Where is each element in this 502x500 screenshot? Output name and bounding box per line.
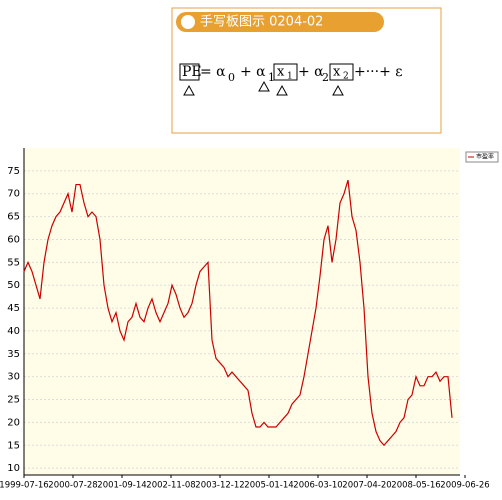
y-tick-label: 15 bbox=[7, 440, 20, 451]
box bbox=[329, 63, 354, 81]
formula-part: x bbox=[277, 65, 285, 80]
triangles bbox=[183, 80, 344, 96]
formula-part: 1 bbox=[268, 71, 275, 84]
legend-box bbox=[465, 151, 499, 163]
formula-part: = α bbox=[200, 64, 226, 80]
y-tick-label: 35 bbox=[7, 349, 20, 360]
y-tick-label: 70 bbox=[7, 189, 20, 200]
x-tick-label: 2006-03-10 bbox=[293, 481, 342, 491]
y-tick-label: 25 bbox=[7, 395, 20, 406]
x-tick-label: 2009-06-26 bbox=[440, 481, 489, 491]
y-tick-label: 10 bbox=[7, 463, 20, 474]
formula-part: + α bbox=[240, 64, 266, 80]
y-tick-label: 65 bbox=[7, 212, 20, 223]
x-tick-label: 2005-01-14 bbox=[244, 481, 293, 491]
x-tick-label: 2007-04-20 bbox=[342, 481, 391, 491]
box bbox=[273, 63, 298, 81]
formula-part: x bbox=[333, 65, 341, 80]
formula-part: +···+ ε bbox=[354, 64, 403, 80]
formula-part: PE bbox=[182, 64, 202, 80]
y-tick-label: 20 bbox=[7, 417, 20, 428]
title-pill bbox=[176, 12, 384, 32]
line bbox=[23, 179, 453, 447]
y-tick-label: 75 bbox=[7, 166, 20, 177]
pen-icon bbox=[181, 15, 195, 29]
formula: PE= α 0 + α 1 x 1 + α2 x 2 +···+ ε bbox=[179, 63, 403, 96]
formula-part: 2 bbox=[343, 72, 349, 82]
title: 手写板图示 0204-02 bbox=[200, 15, 323, 30]
formula-part: 2 bbox=[322, 71, 329, 84]
formula-part: 1 bbox=[287, 72, 293, 82]
axes bbox=[23, 148, 460, 476]
y-tick-label: 60 bbox=[7, 234, 20, 245]
y-tick-label: 45 bbox=[7, 303, 20, 314]
x-tick-label: 1999-07-16 bbox=[0, 481, 49, 491]
y-tick-label: 40 bbox=[7, 326, 20, 337]
x-tick-label: 2002-11-08 bbox=[146, 481, 195, 491]
y-tick-label: 30 bbox=[7, 372, 20, 383]
formula-part: 0 bbox=[228, 71, 235, 84]
legend-label: 市盈率 bbox=[476, 153, 494, 161]
y-tick-label: 50 bbox=[7, 280, 20, 291]
x-tick-label: 2001-09-14 bbox=[97, 481, 146, 491]
x-tick-label: 2000-07-28 bbox=[48, 481, 97, 491]
y-tick-label: 55 bbox=[7, 257, 20, 268]
x-tick-label: 2008-05-16 bbox=[391, 481, 440, 491]
formula-part: + α bbox=[298, 64, 324, 80]
box bbox=[179, 63, 200, 81]
plot-bg bbox=[24, 148, 460, 475]
x-tick-label: 2003-12-12 bbox=[195, 481, 244, 491]
